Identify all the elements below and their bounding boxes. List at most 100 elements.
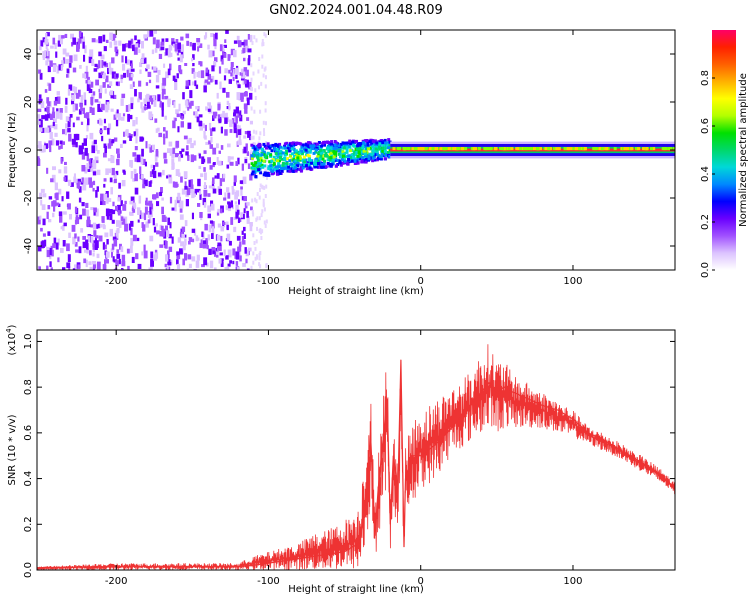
heatmap-cell	[345, 150, 349, 154]
heatmap-cell	[356, 161, 360, 165]
heatmap-cell	[107, 168, 111, 174]
heatmap-cell	[275, 143, 279, 147]
y-tick-label: 0	[23, 147, 34, 153]
heatmap-cell	[293, 156, 297, 160]
heatmap-cell	[53, 204, 56, 212]
heatmap-cell	[246, 268, 250, 270]
heatmap-cell	[267, 165, 271, 169]
heatmap-cell	[184, 220, 188, 227]
heatmap-cell	[318, 156, 322, 160]
heatmap-cell	[304, 145, 308, 149]
heatmap-cell	[228, 202, 231, 209]
heatmap-cell	[142, 158, 146, 165]
heatmap-cell	[60, 143, 63, 149]
heatmap-cell	[138, 195, 142, 204]
heatmap-cell	[364, 158, 368, 161]
heatmap-cell	[113, 239, 118, 247]
heatmap-cell	[116, 249, 120, 254]
heatmap-cell	[140, 157, 144, 165]
heatmap-cell	[238, 244, 242, 252]
heatmap-cell	[141, 137, 145, 141]
colorbar: 0.00.20.40.60.8 Normalized spectral ampl…	[700, 30, 749, 278]
heatmap-cell	[53, 118, 57, 123]
heatmap-cell	[169, 222, 172, 229]
heatmap-cell	[203, 85, 207, 93]
heatmap-cell	[59, 140, 63, 145]
heatmap-cell	[52, 200, 57, 207]
heatmap-cell	[177, 49, 182, 53]
heatmap-cell	[283, 164, 287, 168]
heatmap-cell	[156, 201, 160, 207]
heatmap-cell	[357, 150, 361, 154]
heatmap-cell	[256, 144, 260, 148]
heatmap-cell	[258, 195, 261, 200]
heatmap-cell	[661, 147, 665, 151]
heatmap-cell	[262, 120, 265, 125]
heatmap-cell	[124, 200, 127, 205]
heatmap-cell	[244, 79, 247, 84]
heatmap-cell	[85, 135, 89, 139]
heatmap-cell	[41, 240, 45, 248]
heatmap-cell	[160, 225, 164, 231]
heatmap-cell	[318, 164, 322, 168]
heatmap-cell	[352, 155, 355, 159]
heatmap-cell	[152, 37, 156, 45]
heatmap-cell	[198, 120, 202, 127]
heatmap-cell	[66, 262, 71, 269]
heatmap-cell	[185, 85, 189, 89]
heatmap-cell	[300, 158, 304, 162]
heatmap-cell	[82, 107, 85, 115]
heatmap-cell	[310, 167, 314, 171]
heatmap-cell	[102, 242, 105, 250]
heatmap-cell	[39, 119, 43, 128]
heatmap-cell	[507, 147, 511, 151]
heatmap-cell	[78, 31, 82, 38]
colorbar-tick-label: 0.6	[700, 118, 711, 134]
heatmap-cell	[180, 44, 184, 52]
heatmap-cell	[356, 158, 360, 162]
heatmap-cell	[64, 105, 68, 113]
heatmap-cell	[226, 164, 230, 169]
heatmap-cell	[181, 148, 185, 152]
heatmap-cell	[80, 181, 84, 185]
heatmap-cell	[104, 145, 107, 153]
heatmap-cell	[92, 268, 95, 270]
heatmap-cell	[324, 151, 328, 155]
heatmap-cell	[90, 158, 93, 164]
heatmap-cell	[179, 214, 184, 220]
heatmap-cell	[67, 203, 71, 210]
heatmap-cell	[62, 57, 66, 64]
heatmap-cell	[142, 184, 146, 189]
heatmap-cell	[95, 157, 99, 164]
heatmap-cell	[398, 147, 402, 151]
heatmap-cell	[120, 246, 124, 253]
heatmap-cell	[163, 152, 167, 159]
heatmap-cell	[299, 150, 303, 154]
heatmap-cell	[263, 144, 267, 148]
heatmap-cell	[89, 81, 94, 88]
heatmap-cell	[111, 71, 116, 79]
heatmap-cell	[243, 103, 248, 109]
heatmap-cell	[97, 104, 100, 112]
heatmap-cell	[327, 150, 331, 154]
heatmap-cell	[320, 162, 324, 166]
heatmap-cell	[231, 189, 235, 195]
heatmap-cell	[161, 102, 164, 111]
heatmap-cell	[165, 130, 168, 139]
heatmap-cell	[376, 141, 380, 145]
heatmap-cell	[51, 138, 55, 146]
heatmap-cell	[354, 161, 358, 165]
heatmap-cell	[371, 156, 375, 160]
heatmap-cell	[229, 260, 232, 264]
heatmap-cell	[263, 171, 267, 175]
heatmap-cell	[286, 169, 290, 173]
heatmap-cell	[452, 147, 456, 151]
heatmap-cell	[323, 154, 327, 157]
heatmap-cell	[176, 263, 181, 269]
heatmap-cell	[428, 147, 432, 151]
heatmap-cell	[241, 236, 245, 242]
heatmap-cell	[247, 163, 251, 169]
heatmap-cell	[86, 123, 89, 132]
heatmap-cell	[96, 150, 100, 154]
heatmap-cell	[254, 175, 258, 178]
